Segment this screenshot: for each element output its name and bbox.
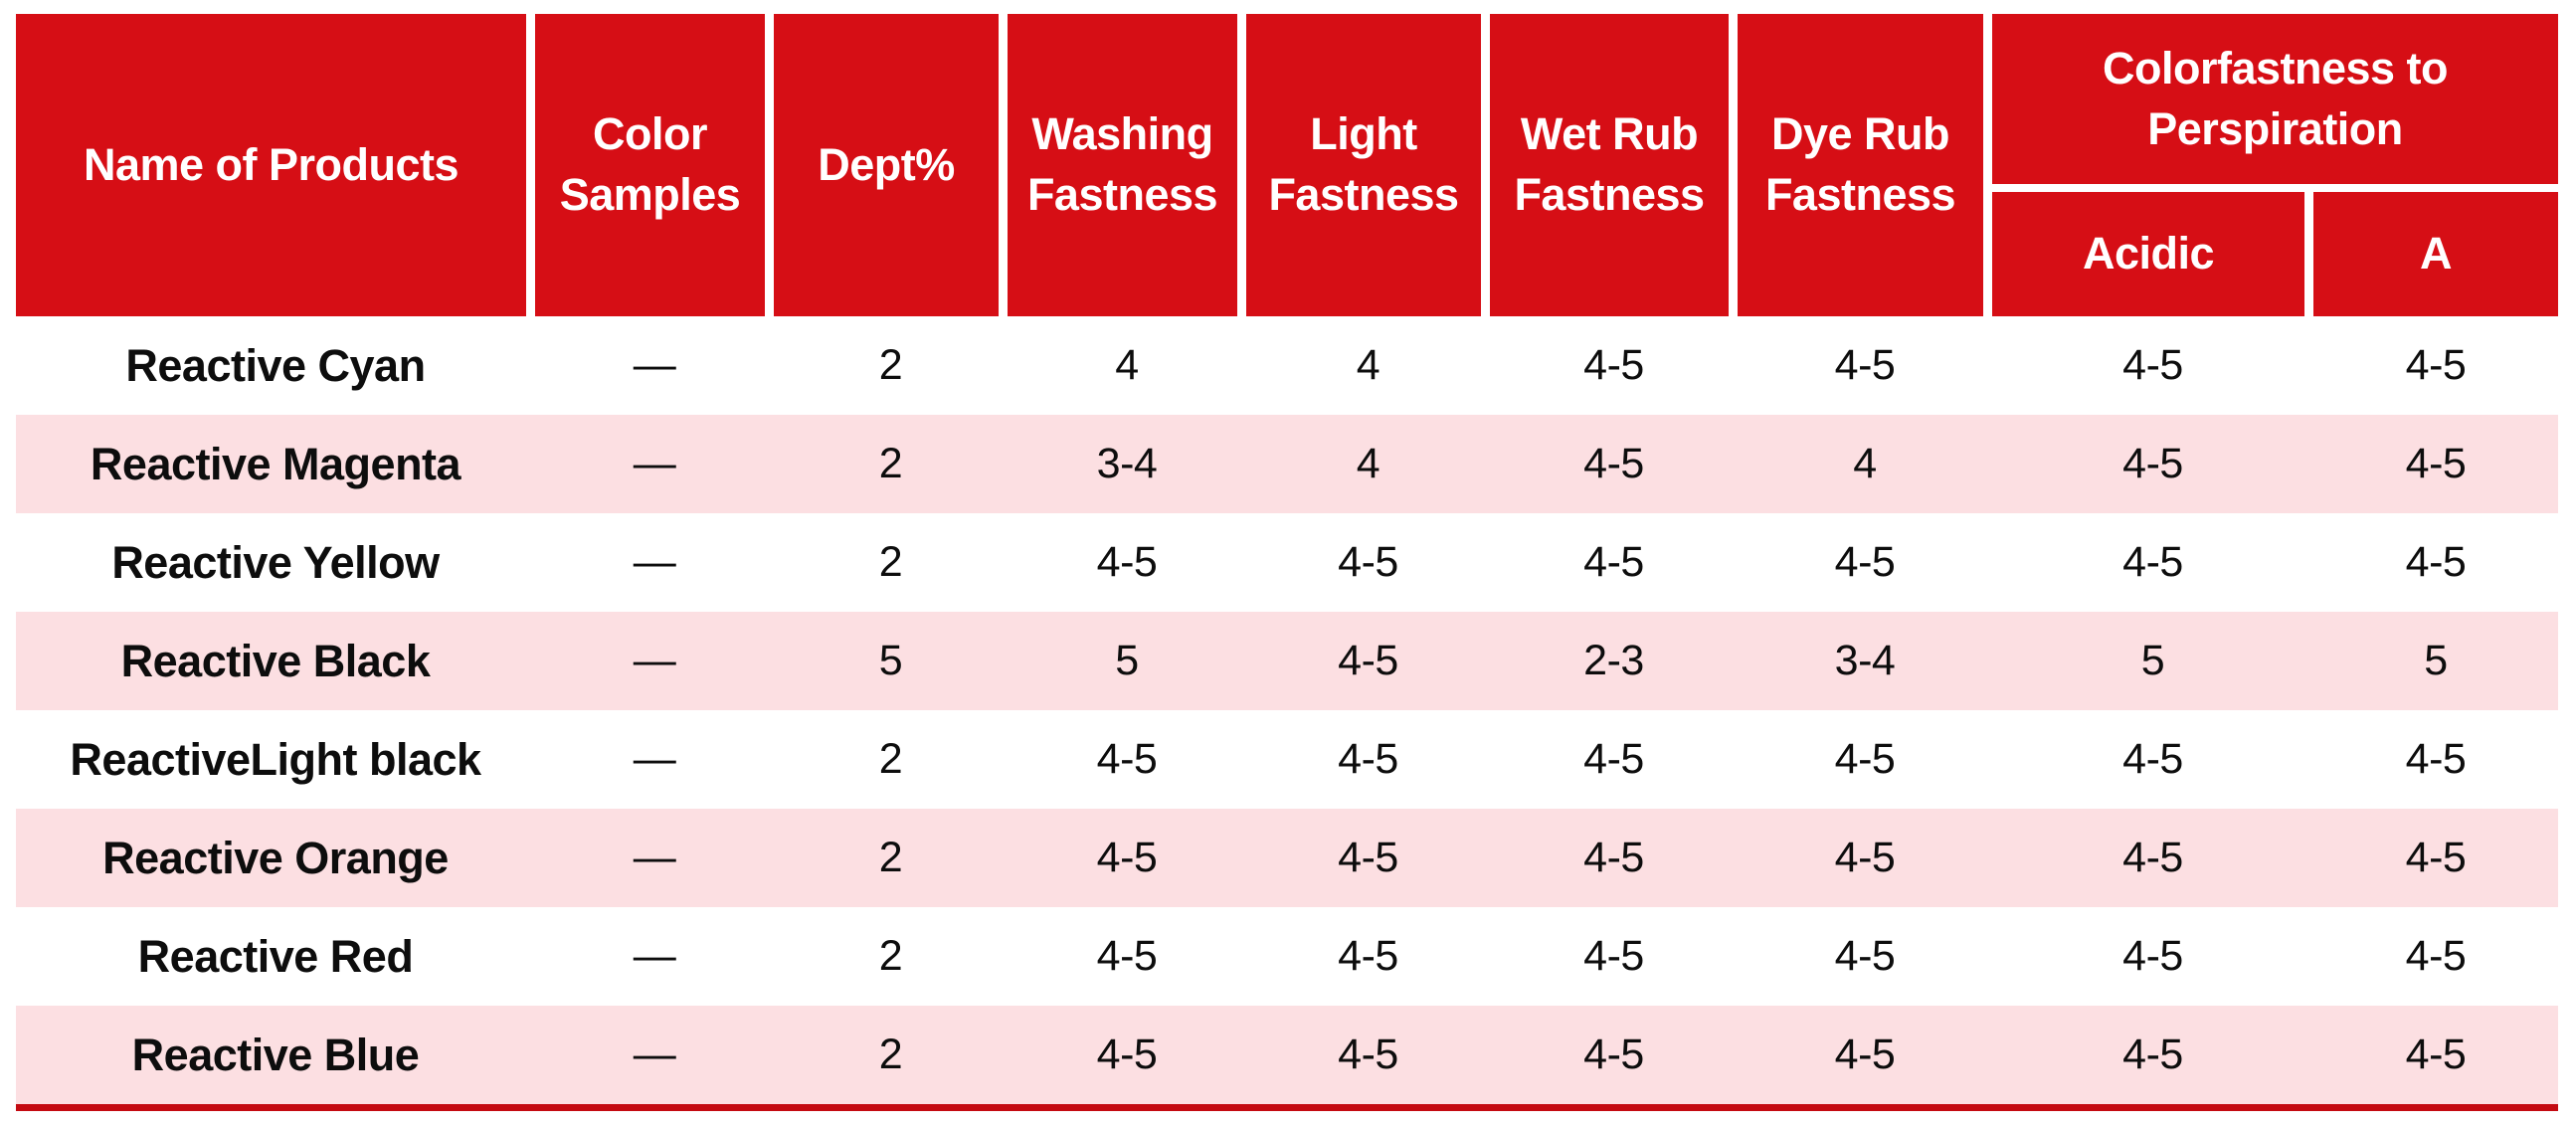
- product-name-cell: Reactive Orange: [102, 832, 449, 883]
- table-row: ReactiveLight black — 2 4-5 4-5 4-5 4-5 …: [16, 710, 2558, 809]
- light-fastness-cell: 4-5: [1338, 735, 1398, 783]
- column-header-color-samples: Color Samples: [535, 14, 774, 316]
- column-header-name-of-products: Name of Products: [16, 14, 535, 316]
- dept-percent-cell: 2: [878, 834, 903, 881]
- wet-rub-fastness-cell: 4-5: [1583, 538, 1644, 586]
- column-header-dept-percent: Dept%: [774, 14, 1008, 316]
- perspiration-acidic-cell: 4-5: [2122, 341, 2183, 389]
- washing-fastness-cell: 4: [1115, 341, 1139, 389]
- dye-rub-fastness-cell: 4-5: [1834, 932, 1896, 980]
- table-row: Reactive Red — 2 4-5 4-5 4-5 4-5 4-5 4-5: [16, 907, 2558, 1006]
- perspiration-a-cell: 4-5: [2405, 538, 2467, 586]
- dye-rub-fastness-cell: 3-4: [1834, 637, 1896, 684]
- product-name-cell: Reactive Red: [137, 930, 414, 982]
- column-header-dye-rub-fastness: Dye Rub Fastness: [1738, 14, 1992, 316]
- wet-rub-fastness-cell: 4-5: [1583, 932, 1644, 980]
- sub-column-header-a: A: [2313, 192, 2558, 316]
- sub-column-header-acidic: Acidic: [1992, 192, 2313, 316]
- washing-fastness-cell: 4-5: [1096, 932, 1158, 980]
- color-sample-cell: —: [633, 538, 676, 586]
- light-fastness-cell: 4: [1356, 440, 1380, 487]
- dye-rub-fastness-cell: 4-5: [1834, 1031, 1896, 1078]
- perspiration-a-cell: 4-5: [2405, 932, 2467, 980]
- product-name-cell: Reactive Magenta: [90, 438, 461, 489]
- product-name-cell: ReactiveLight black: [70, 733, 481, 785]
- dye-rub-fastness-cell: 4-5: [1834, 341, 1896, 389]
- dept-percent-cell: 2: [878, 341, 903, 389]
- dye-rub-fastness-cell: 4-5: [1834, 834, 1896, 881]
- perspiration-a-cell: 4-5: [2405, 1031, 2467, 1078]
- color-sample-cell: —: [633, 932, 676, 980]
- dept-percent-cell: 2: [878, 538, 903, 586]
- table-row: Reactive Blue — 2 4-5 4-5 4-5 4-5 4-5 4-…: [16, 1006, 2558, 1104]
- dept-percent-cell: 2: [878, 440, 903, 487]
- perspiration-acidic-cell: 4-5: [2122, 834, 2183, 881]
- color-sample-cell: —: [633, 341, 676, 389]
- light-fastness-cell: 4-5: [1338, 1031, 1398, 1078]
- color-sample-cell: —: [633, 440, 676, 487]
- dye-rub-fastness-cell: 4-5: [1834, 735, 1896, 783]
- wet-rub-fastness-cell: 4-5: [1583, 1031, 1644, 1078]
- perspiration-acidic-cell: 4-5: [2122, 440, 2183, 487]
- perspiration-a-cell: 4-5: [2405, 341, 2467, 389]
- wet-rub-fastness-cell: 4-5: [1583, 341, 1644, 389]
- table-row: Reactive Orange — 2 4-5 4-5 4-5 4-5 4-5 …: [16, 809, 2558, 907]
- light-fastness-cell: 4-5: [1338, 637, 1398, 684]
- product-name-cell: Reactive Black: [120, 635, 431, 686]
- color-sample-cell: —: [633, 735, 676, 783]
- perspiration-acidic-cell: 4-5: [2122, 735, 2183, 783]
- perspiration-a-cell: 4-5: [2405, 834, 2467, 881]
- washing-fastness-cell: 4-5: [1096, 735, 1158, 783]
- table-header: Name of Products Color Samples Dept% Was…: [16, 14, 2558, 316]
- color-sample-cell: —: [633, 834, 676, 881]
- product-name-cell: Reactive Yellow: [111, 536, 440, 588]
- light-fastness-cell: 4-5: [1338, 834, 1398, 881]
- product-name-cell: Reactive Cyan: [125, 339, 426, 391]
- dye-rub-fastness-cell: 4-5: [1834, 538, 1896, 586]
- table-row: Reactive Black — 5 5 4-5 2-3 3-4 5 5: [16, 612, 2558, 710]
- perspiration-acidic-cell: 4-5: [2122, 1031, 2183, 1078]
- light-fastness-cell: 4-5: [1338, 932, 1398, 980]
- washing-fastness-cell: 3-4: [1096, 440, 1158, 487]
- perspiration-acidic-cell: 5: [2140, 637, 2165, 684]
- column-header-wet-rub-fastness: Wet Rub Fastness: [1490, 14, 1738, 316]
- column-header-light-fastness: Light Fastness: [1246, 14, 1490, 316]
- light-fastness-cell: 4-5: [1338, 538, 1398, 586]
- perspiration-acidic-cell: 4-5: [2122, 538, 2183, 586]
- perspiration-a-cell: 4-5: [2405, 735, 2467, 783]
- table-row: Reactive Cyan — 2 4 4 4-5 4-5 4-5 4-5: [16, 316, 2558, 415]
- wet-rub-fastness-cell: 4-5: [1583, 834, 1644, 881]
- column-header-washing-fastness: Washing Fastness: [1008, 14, 1246, 316]
- dept-percent-cell: 2: [878, 1031, 903, 1078]
- perspiration-a-cell: 5: [2424, 637, 2448, 684]
- perspiration-a-cell: 4-5: [2405, 440, 2467, 487]
- dept-percent-cell: 2: [878, 932, 903, 980]
- dept-percent-cell: 2: [878, 735, 903, 783]
- washing-fastness-cell: 5: [1115, 637, 1139, 684]
- washing-fastness-cell: 4-5: [1096, 834, 1158, 881]
- dept-percent-cell: 5: [878, 637, 903, 684]
- color-sample-cell: —: [633, 1031, 676, 1078]
- table-row: Reactive Magenta — 2 3-4 4 4-5 4 4-5 4-5: [16, 415, 2558, 513]
- dye-rub-fastness-cell: 4: [1853, 440, 1877, 487]
- light-fastness-cell: 4: [1356, 341, 1380, 389]
- color-sample-cell: —: [633, 637, 676, 684]
- group-header-colorfastness-perspiration: Colorfastness to Perspiration: [1992, 14, 2558, 184]
- perspiration-acidic-cell: 4-5: [2122, 932, 2183, 980]
- washing-fastness-cell: 4-5: [1096, 538, 1158, 586]
- table-row: Reactive Yellow — 2 4-5 4-5 4-5 4-5 4-5 …: [16, 513, 2558, 612]
- wet-rub-fastness-cell: 2-3: [1583, 637, 1644, 684]
- wet-rub-fastness-cell: 4-5: [1583, 735, 1644, 783]
- table-body: Reactive Cyan — 2 4 4 4-5 4-5 4-5 4-5 Re…: [16, 316, 2558, 1111]
- washing-fastness-cell: 4-5: [1096, 1031, 1158, 1078]
- product-name-cell: Reactive Blue: [131, 1029, 420, 1080]
- wet-rub-fastness-cell: 4-5: [1583, 440, 1644, 487]
- product-fastness-table: Name of Products Color Samples Dept% Was…: [16, 14, 2558, 1111]
